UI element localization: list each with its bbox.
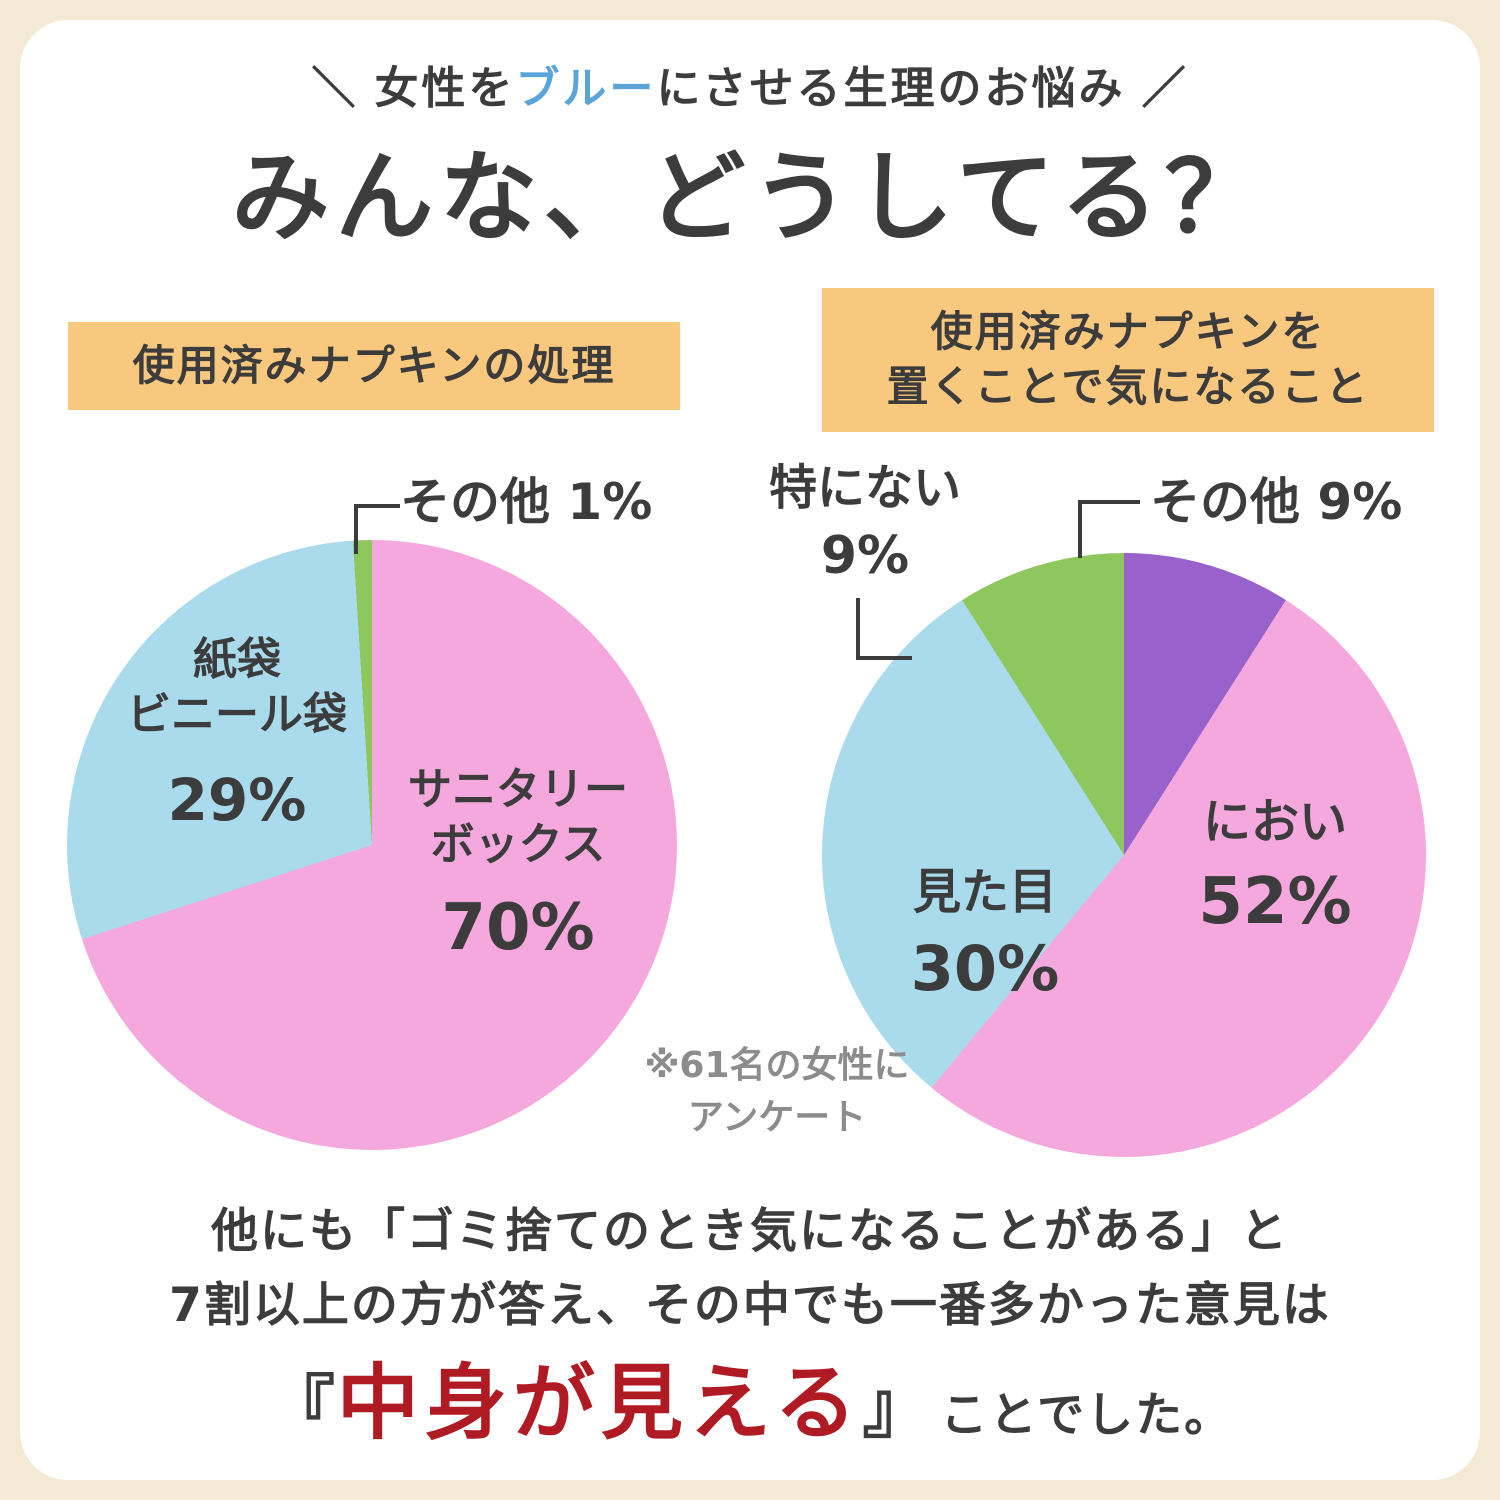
- chart2-header: 使用済みナプキンを 置くことで気になること: [822, 288, 1434, 432]
- footer-open-bracket: 『: [266, 1369, 337, 1448]
- chart1-callout-other-line: [354, 504, 400, 554]
- page-title: みんな、どうしてる？: [231, 141, 1269, 255]
- chart2-callout-none-label: 特にない 9%: [758, 458, 972, 589]
- tagline-part-2: にさせる生理のお悩み: [656, 63, 1126, 114]
- chart1-slice-sanitarybox-value: 70%: [441, 891, 595, 965]
- tagline-slash-left: ＼: [311, 63, 359, 114]
- tagline: ＼ 女性をブルーにさせる生理のお悩み ／: [0, 52, 1500, 116]
- tagline-word-blue: ブルー: [515, 63, 657, 114]
- chart1-header: 使用済みナプキンの処理: [68, 322, 680, 410]
- chart1-slice-paperbag-label: 紙袋 ビニール袋 29%: [85, 632, 389, 837]
- tagline-part-1: 女性を: [374, 63, 516, 114]
- chart1-header-text: 使用済みナプキンの処理: [132, 340, 616, 390]
- chart2-callout-other-label: その他 9%: [1150, 473, 1403, 531]
- chart2-slice-smell-label: におい 52%: [1120, 792, 1430, 942]
- chart2-slice-look-text: 見た目: [912, 864, 1057, 920]
- chart2-slice-look-label: 見た目 30%: [855, 862, 1115, 1008]
- chart2-callout-none-value: 9%: [820, 526, 910, 586]
- chart2-slice-smell-text: におい: [1202, 794, 1347, 850]
- survey-sample-note-line2: アンケート: [687, 1097, 867, 1139]
- survey-sample-note-line1: ※61名の女性に: [644, 1045, 910, 1086]
- footer-line1: 他にも「ゴミ捨てのとき気になることがある」と: [211, 1204, 1289, 1259]
- footer-rest-text: ことでした。: [940, 1388, 1234, 1443]
- footer-close-bracket: 』: [862, 1369, 933, 1448]
- chart1-slice-paperbag-line2: ビニール袋: [127, 689, 347, 740]
- chart1-slice-sanitarybox-line2: ボックス: [430, 819, 606, 870]
- tagline-slash-right: ／: [1141, 63, 1189, 114]
- chart2-slice-look-value: 30%: [910, 932, 1060, 1005]
- chart1-slice-paperbag-value: 29%: [167, 766, 307, 834]
- footer-line3: 『 中身が見える 』 ことでした。: [0, 1336, 1500, 1455]
- chart2-slice-smell-value: 52%: [1198, 865, 1352, 939]
- footer-line2: 7割以上の方が答え、その中でも一番多かった意見は: [169, 1278, 1331, 1333]
- chart2-callout-none-text: 特にない: [768, 460, 961, 516]
- chart1-slice-sanitarybox-label: サニタリー ボックス 70%: [363, 762, 673, 968]
- chart2-callout-none-line: [856, 598, 912, 660]
- chart1-slice-sanitarybox-line1: サニタリー: [408, 764, 628, 815]
- chart2-header-line2: 置くことで気になること: [886, 362, 1370, 411]
- chart1-slice-paperbag-line1: 紙袋: [193, 634, 281, 685]
- footer-highlight-text: 中身が見える: [336, 1356, 863, 1451]
- pie-chart-disposal: [67, 540, 677, 1150]
- chart2-callout-other-line: [1078, 500, 1140, 558]
- pie-chart-concerns: [822, 553, 1426, 1157]
- chart2-header-line1: 使用済みナプキンを: [930, 307, 1326, 357]
- survey-sample-note: ※61名の女性に アンケート: [612, 1040, 942, 1144]
- chart1-callout-other-label: その他 1%: [400, 473, 653, 531]
